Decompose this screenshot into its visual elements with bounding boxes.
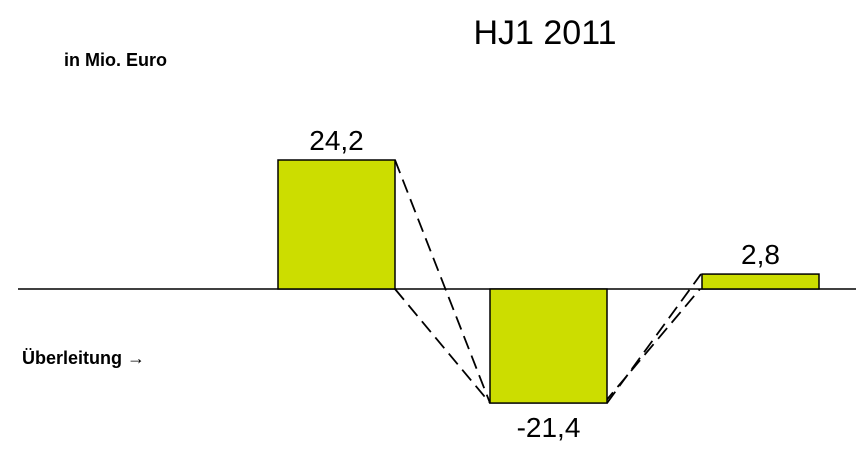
bar-2 [489, 288, 608, 404]
unit-label: in Mio. Euro [64, 50, 167, 70]
connector-2b [603, 288, 701, 404]
bar-3 [701, 273, 820, 290]
connector-lines [394, 159, 702, 404]
side-label: Überleitung → [22, 348, 145, 368]
value-label-3: 2,8 [741, 239, 780, 270]
bars-group [277, 159, 820, 404]
bar-1 [277, 159, 396, 290]
value-label-2: -21,4 [517, 412, 581, 443]
connector-1b [394, 288, 491, 404]
connector-1a [394, 159, 491, 404]
value-labels-group: 24,2 -21,4 2,8 [309, 125, 780, 443]
chart-title: HJ1 2011 [473, 14, 616, 52]
value-label-1: 24,2 [309, 125, 364, 156]
